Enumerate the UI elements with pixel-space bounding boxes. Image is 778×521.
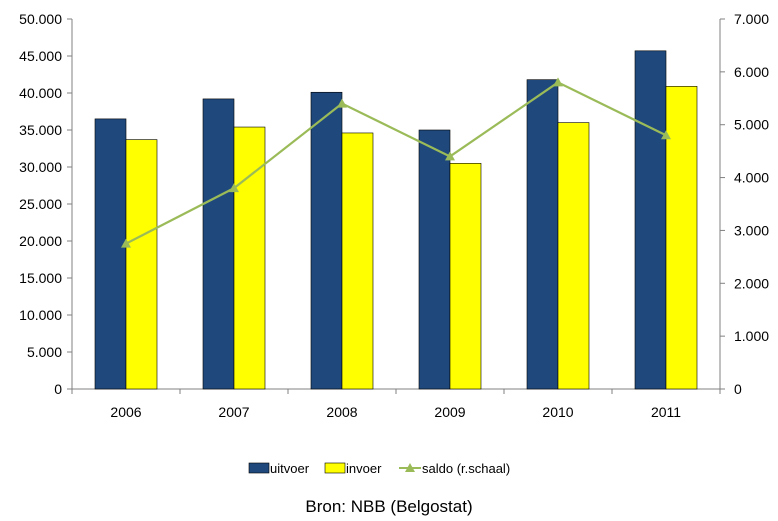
chart: 0 5.000 10.000 15.000 20.000 25.000 30.000 35.0… [0, 0, 778, 500]
bar-invoer-2009 [450, 163, 481, 389]
left-tick-label: 0 [54, 381, 62, 397]
left-tick-label: 10.000 [19, 307, 62, 323]
x-tick-label: 2008 [326, 404, 357, 420]
bar-invoer-2006 [126, 140, 157, 389]
legend-label-saldo: saldo (r.schaal) [422, 461, 510, 476]
left-tick-label: 50.000 [19, 11, 62, 27]
legend-swatch-invoer [325, 463, 345, 473]
combo-bar-line-chart: 0 5.000 10.000 15.000 20.000 25.000 30.000 35.0… [0, 0, 778, 500]
bar-uitvoer-2006 [95, 119, 126, 389]
right-tick-label: 4.000 [734, 170, 769, 186]
bar-uitvoer-2010 [527, 80, 558, 389]
x-tick-label: 2006 [110, 404, 141, 420]
bar-invoer-2011 [666, 86, 697, 389]
left-tick-label: 35.000 [19, 122, 62, 138]
left-tick-label: 15.000 [19, 270, 62, 286]
left-tick-label: 5.000 [27, 344, 62, 360]
right-tick-label: 3.000 [734, 222, 769, 238]
right-tick-label: 6.000 [734, 64, 769, 80]
right-tick-label: 0 [734, 381, 742, 397]
x-tick-label: 2009 [434, 404, 465, 420]
left-tick-label: 25.000 [19, 196, 62, 212]
right-tick-label: 5.000 [734, 117, 769, 133]
left-tick-label: 45.000 [19, 48, 62, 64]
left-tick-label: 40.000 [19, 85, 62, 101]
legend-label-invoer: invoer [346, 461, 382, 476]
legend-label-uitvoer: uitvoer [270, 461, 310, 476]
bar-uitvoer-2009 [419, 130, 450, 389]
right-tick-label: 2.000 [734, 275, 769, 291]
x-tick-label: 2011 [651, 404, 681, 420]
left-tick-label: 30.000 [19, 159, 62, 175]
bar-uitvoer-2011 [635, 51, 666, 389]
bar-uitvoer-2008 [311, 92, 342, 389]
right-tick-label: 7.000 [734, 11, 769, 27]
right-tick-label: 1.000 [734, 328, 769, 344]
x-tick-label: 2010 [542, 404, 573, 420]
x-tick-label: 2007 [218, 404, 249, 420]
source-note: Bron: NBB (Belgostat) [0, 497, 778, 517]
bar-uitvoer-2007 [203, 99, 234, 389]
legend-swatch-uitvoer [249, 463, 269, 473]
left-tick-label: 20.000 [19, 233, 62, 249]
bar-invoer-2010 [558, 123, 589, 389]
bar-invoer-2008 [342, 133, 373, 389]
